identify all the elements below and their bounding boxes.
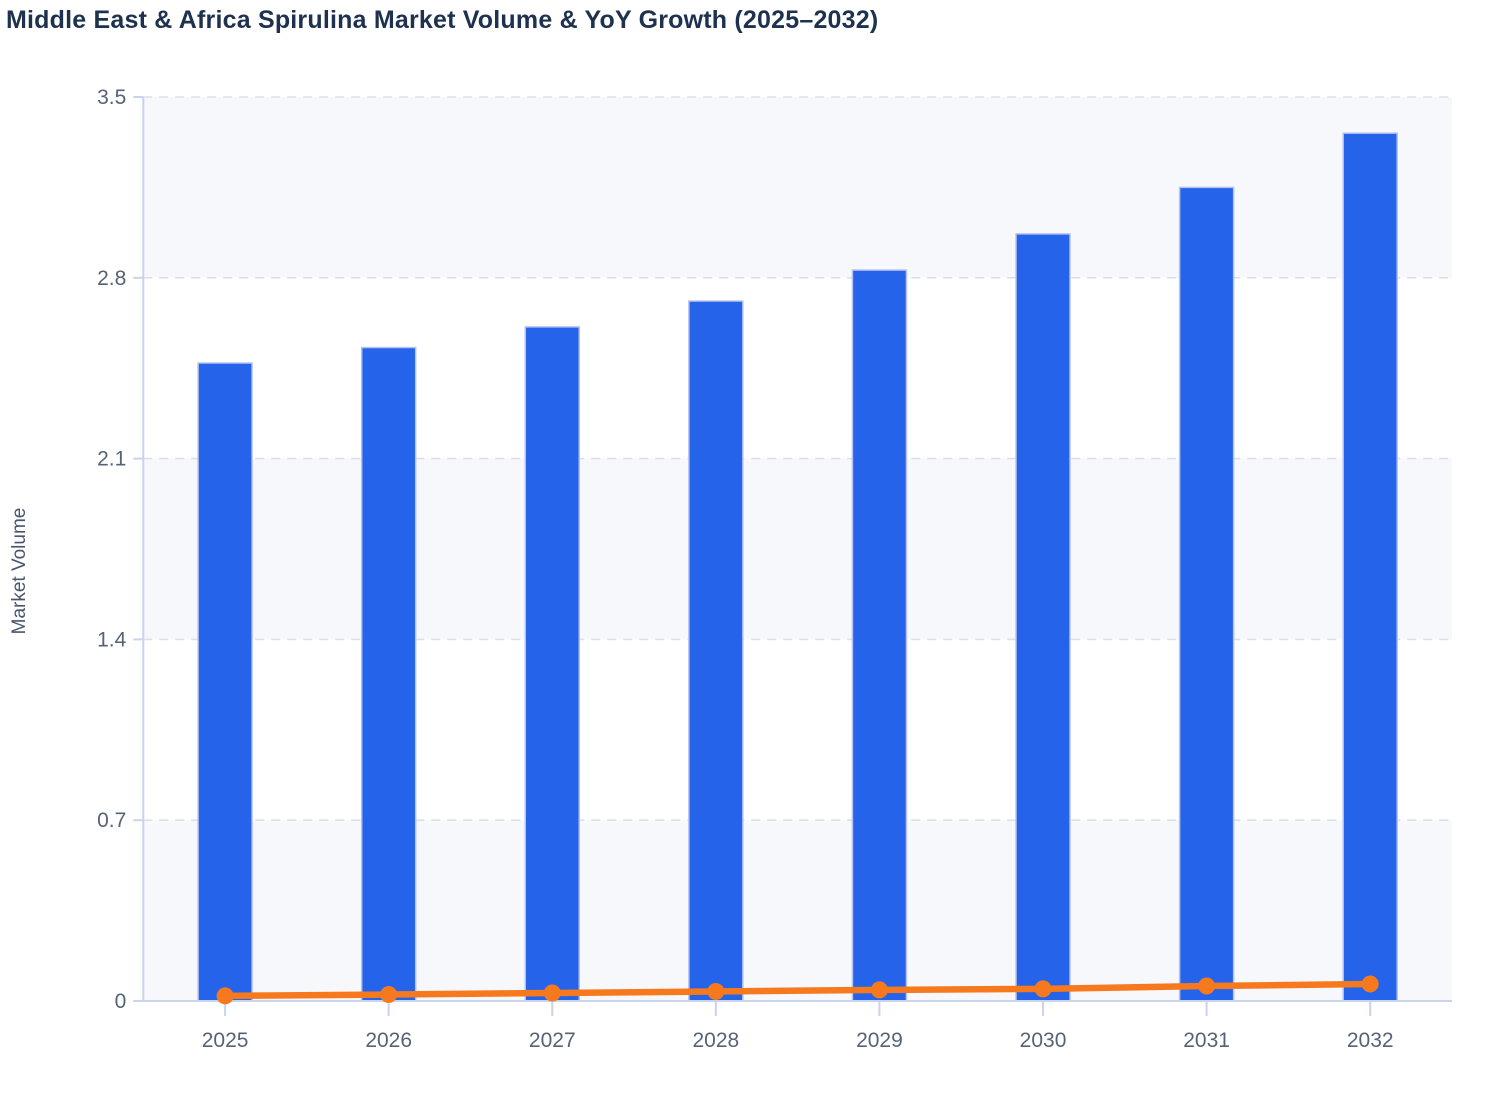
bar-2027 (524, 326, 581, 1002)
bar-2029 (851, 269, 908, 1002)
yoy-growth-point-2028 (707, 982, 725, 1000)
bar-2031 (1178, 186, 1235, 1002)
yoy-growth-point-2025 (216, 987, 234, 1005)
x-tick-label-2031: 2031 (1183, 1029, 1230, 1052)
x-tick-label-2026: 2026 (365, 1029, 412, 1052)
yoy-growth-point-2031 (1198, 977, 1216, 995)
x-tick-label-2032: 2032 (1347, 1029, 1394, 1052)
yoy-growth-point-2032 (1361, 975, 1379, 993)
x-tick-label-2028: 2028 (692, 1029, 739, 1052)
plot-band (143, 820, 1452, 1001)
y-tick-label: 0 (115, 990, 127, 1013)
bar-2028 (688, 300, 744, 1002)
yoy-growth-point-2030 (1034, 980, 1052, 998)
y-tick-label: 3.5 (97, 86, 126, 109)
plot-band (143, 458, 1452, 640)
y-tick-label: 0.7 (97, 809, 126, 832)
yoy-growth-point-2027 (543, 984, 561, 1002)
bar-2032 (1342, 132, 1398, 1002)
yoy-growth-point-2026 (380, 986, 398, 1004)
plot-band (143, 97, 1452, 278)
bar-2025 (197, 362, 253, 1002)
y-tick-label: 2.8 (97, 267, 126, 290)
y-tick-label: 1.4 (97, 628, 127, 651)
y-tick-label: 2.1 (97, 448, 126, 471)
chart-title: Middle East & Africa Spirulina Market Vo… (6, 6, 879, 34)
y-axis-title: Market Volume (9, 507, 30, 635)
x-tick-label-2025: 2025 (202, 1029, 249, 1052)
x-tick-label-2030: 2030 (1020, 1029, 1067, 1052)
x-tick-label-2027: 2027 (529, 1029, 576, 1052)
yoy-growth-point-2029 (870, 981, 888, 999)
bar-2030 (1015, 233, 1071, 1002)
x-tick-label-2029: 2029 (856, 1029, 903, 1052)
bar-2026 (360, 346, 417, 1002)
yoy-growth-line (221, 980, 1374, 1000)
